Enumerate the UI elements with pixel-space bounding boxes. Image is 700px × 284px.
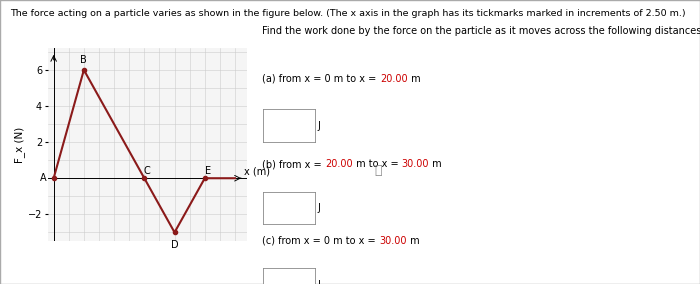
Text: m: m xyxy=(407,74,420,84)
Text: Find the work done by the force on the particle as it moves across the following: Find the work done by the force on the p… xyxy=(262,26,700,36)
Text: 30.00: 30.00 xyxy=(379,236,407,246)
Text: 20.00: 20.00 xyxy=(326,159,353,169)
Text: ⓘ: ⓘ xyxy=(374,164,382,177)
Text: J: J xyxy=(317,203,320,213)
Text: (b) from x =: (b) from x = xyxy=(262,159,326,169)
Text: E: E xyxy=(204,166,211,176)
Text: (a) from x = 0 m to x =: (a) from x = 0 m to x = xyxy=(262,74,380,84)
Text: m: m xyxy=(407,236,419,246)
Text: 30.00: 30.00 xyxy=(402,159,429,169)
Text: x (m): x (m) xyxy=(244,166,270,176)
Y-axis label: F_x (N): F_x (N) xyxy=(14,127,25,163)
Text: J: J xyxy=(317,279,320,284)
Text: (c) from x = 0 m to x =: (c) from x = 0 m to x = xyxy=(262,236,379,246)
Text: J: J xyxy=(317,120,320,131)
Text: 20.00: 20.00 xyxy=(380,74,407,84)
Text: B: B xyxy=(80,55,88,64)
Text: The force acting on a particle varies as shown in the figure below. (The x axis : The force acting on a particle varies as… xyxy=(10,9,686,18)
Text: A: A xyxy=(40,173,46,183)
Text: m to x =: m to x = xyxy=(353,159,402,169)
Text: m: m xyxy=(429,159,442,169)
Text: C: C xyxy=(144,166,150,176)
Text: D: D xyxy=(171,241,178,250)
